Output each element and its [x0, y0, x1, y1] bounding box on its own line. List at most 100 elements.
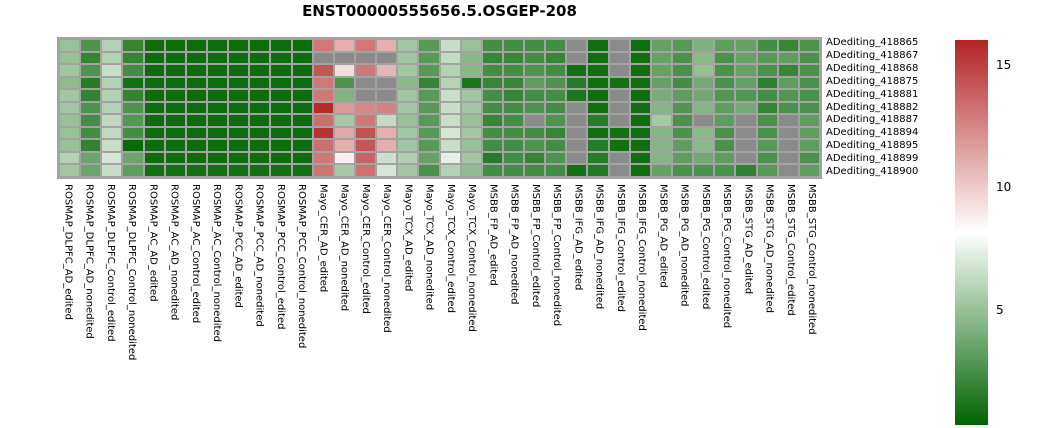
heatmap-cell — [503, 165, 524, 176]
heatmap-cell — [355, 165, 376, 176]
heatmap-cell — [334, 77, 354, 89]
heatmap-cell — [651, 165, 672, 176]
heatmap-cell — [165, 140, 185, 151]
row-label: ADediting_418865 — [826, 37, 919, 48]
heatmap-cell — [440, 102, 460, 114]
heatmap-cell — [567, 127, 587, 139]
heatmap-cell — [398, 40, 418, 51]
col-label: ROSMAP_PCC_Control_nonedited — [296, 184, 307, 349]
heatmap-cell — [398, 65, 418, 76]
heatmap-cell — [673, 140, 693, 151]
heatmap-cell — [694, 77, 714, 89]
heatmap-cell — [736, 115, 756, 126]
heatmap-cell — [313, 52, 333, 64]
heatmap-cell — [419, 115, 439, 126]
heatmap-cell — [503, 152, 524, 164]
heatmap-cell — [525, 115, 545, 126]
heatmap-cell — [588, 152, 608, 164]
heatmap-cell — [60, 40, 80, 51]
heatmap-cell — [461, 77, 481, 89]
heatmap-cell — [377, 40, 397, 51]
heatmap-cell — [440, 152, 460, 164]
heatmap-cell — [250, 115, 270, 126]
heatmap-cell — [736, 102, 756, 114]
heatmap-cell — [525, 52, 545, 64]
heatmap-cell — [673, 65, 693, 76]
col-label: MSBB_IFG_AD_edited — [572, 184, 584, 291]
heatmap-cell — [525, 152, 545, 164]
col-label: Mayo_CER_Control_edited — [359, 184, 371, 314]
heatmap-cell — [440, 77, 460, 89]
col-label: ROSMAP_DLPFC_Control_edited — [104, 184, 116, 342]
row-labels: ADediting_418865 ADediting_418867 ADeditin… — [826, 37, 946, 179]
heatmap-cell — [694, 65, 714, 76]
heatmap-cell — [102, 115, 122, 126]
heatmap-cell — [715, 90, 735, 101]
heatmap-cell — [250, 90, 270, 101]
heatmap-cell — [355, 152, 376, 164]
heatmap-cell — [736, 77, 756, 89]
heatmap-cell — [630, 40, 650, 51]
col-label: Mayo_TCX_Control_nonedited — [466, 184, 477, 332]
heatmap-cell — [757, 102, 777, 114]
heatmap-cell — [144, 165, 164, 176]
heatmap-cell — [609, 52, 629, 64]
heatmap-cell — [715, 77, 735, 89]
heatmap-cell — [482, 90, 502, 101]
heatmap-cell — [440, 40, 460, 51]
heatmap-cell — [250, 152, 270, 164]
heatmap-cell — [292, 152, 312, 164]
heatmap-cell — [715, 165, 735, 176]
heatmap-cell — [799, 140, 819, 151]
heatmap-cell — [313, 115, 333, 126]
heatmap-cell — [461, 52, 481, 64]
heatmap-cell — [292, 40, 312, 51]
heatmap-frame — [57, 37, 822, 179]
heatmap-cell — [165, 152, 185, 164]
row-label: ADediting_418867 — [826, 49, 919, 61]
heatmap-cell — [461, 65, 481, 76]
heatmap-cell — [503, 40, 524, 51]
heatmap-cell — [482, 65, 502, 76]
heatmap-cell — [144, 152, 164, 164]
heatmap-cell — [271, 127, 291, 139]
heatmap-cell — [207, 115, 228, 126]
heatmap-cell — [757, 152, 777, 164]
heatmap-cell — [673, 152, 693, 164]
heatmap-cell — [588, 127, 608, 139]
heatmap-cell — [355, 102, 376, 114]
col-label: ROSMAP_AC_Control_nonedited — [211, 184, 222, 342]
heatmap-cell — [81, 77, 101, 89]
heatmap-cell — [609, 102, 629, 114]
heatmap-cell — [250, 165, 270, 176]
heatmap-cell — [102, 52, 122, 64]
heatmap-cell — [102, 140, 122, 151]
heatmap-cell — [271, 152, 291, 164]
heatmap-cell — [207, 102, 228, 114]
heatmap-cell — [60, 165, 80, 176]
heatmap-cell — [60, 127, 80, 139]
heatmap-cell — [736, 152, 756, 164]
heatmap-cell — [609, 165, 629, 176]
heatmap-cell — [736, 127, 756, 139]
heatmap-cell — [60, 65, 80, 76]
col-label: MSBB_PG_Control_edited — [699, 184, 711, 310]
heatmap-cell — [313, 127, 333, 139]
heatmap-cell — [229, 127, 249, 139]
heatmap-cell — [144, 115, 164, 126]
heatmap-cell — [144, 52, 164, 64]
col-label: MSBB_IFG_AD_nonedited — [593, 184, 605, 310]
heatmap-cell — [271, 102, 291, 114]
heatmap-grid — [60, 40, 819, 176]
heatmap-cell — [588, 165, 608, 176]
chart-title: ENST00000555656.5.OSGEP-208 — [302, 2, 577, 20]
col-label: Mayo_CER_Control_nonedited — [381, 184, 392, 333]
heatmap-cell — [419, 40, 439, 51]
col-label: Mayo_TCX_AD_nonedited — [423, 184, 435, 311]
heatmap-cell — [651, 115, 672, 126]
heatmap-cell — [60, 77, 80, 89]
heatmap-cell — [123, 52, 143, 64]
heatmap-cell — [799, 115, 819, 126]
heatmap-cell — [715, 52, 735, 64]
heatmap-cell — [651, 77, 672, 89]
